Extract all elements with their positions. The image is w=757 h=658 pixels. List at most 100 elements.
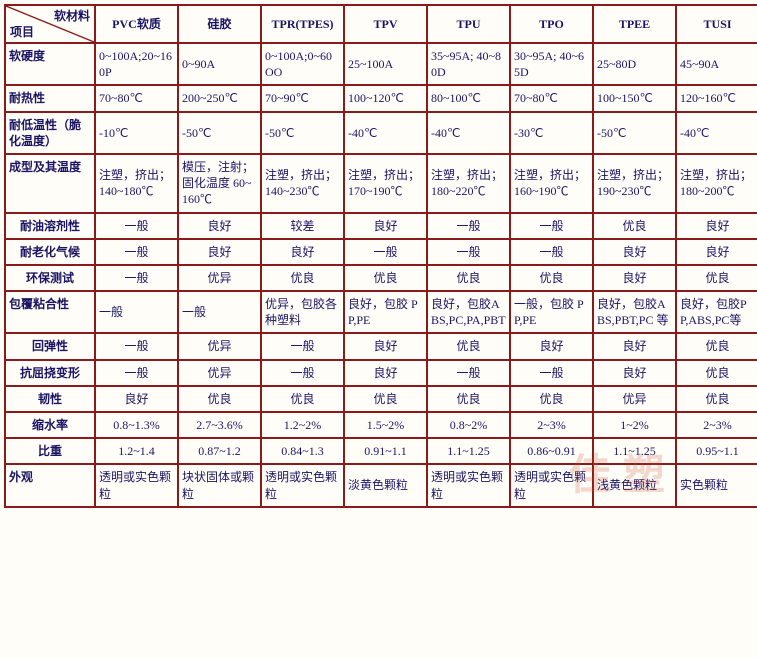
cell: 70~90℃ xyxy=(261,85,344,111)
cell: 注塑，挤出； 180~200℃ xyxy=(676,154,757,213)
table-row: 耐低温性（脆化温度）-10℃-50℃-50℃-40℃-40℃-30℃-50℃-4… xyxy=(5,112,757,154)
table-row: 韧性良好优良优良优良优良优良优异优良 xyxy=(5,386,757,412)
cell: 2~3% xyxy=(676,412,757,438)
cell: 0.8~2% xyxy=(427,412,510,438)
cell: 200~250℃ xyxy=(178,85,261,111)
cell: 优良 xyxy=(344,386,427,412)
cell: 1.2~2% xyxy=(261,412,344,438)
row-label: 回弹性 xyxy=(5,333,95,359)
cell: 优良 xyxy=(261,386,344,412)
table-row: 耐老化气候一般良好良好一般一般一般良好良好 xyxy=(5,239,757,265)
cell: 实色颗粒 xyxy=(676,464,757,506)
cell: 25~100A xyxy=(344,43,427,85)
cell: 一般 xyxy=(510,239,593,265)
cell: 70~80℃ xyxy=(95,85,178,111)
cell: 良好，包胶ABS,PC,PA,PBT xyxy=(427,291,510,333)
cell: 优良 xyxy=(676,265,757,291)
cell: 0~100A;20~160P xyxy=(95,43,178,85)
cell: -40℃ xyxy=(427,112,510,154)
cell: 良好 xyxy=(178,239,261,265)
cell: 100~120℃ xyxy=(344,85,427,111)
cell: 优异，包胶各种塑料 xyxy=(261,291,344,333)
cell: 优良 xyxy=(344,265,427,291)
col-silicone: 硅胶 xyxy=(178,5,261,43)
cell: 一般 xyxy=(95,265,178,291)
cell: 一般 xyxy=(510,360,593,386)
cell: 优良 xyxy=(510,265,593,291)
cell: 0.8~1.3% xyxy=(95,412,178,438)
cell: 优良 xyxy=(427,386,510,412)
table-row: 包覆粘合性一般一般优异，包胶各种塑料良好，包胶 PP,PE良好，包胶ABS,PC… xyxy=(5,291,757,333)
table-row: 耐热性70~80℃200~250℃70~90℃100~120℃80~100℃70… xyxy=(5,85,757,111)
cell: 25~80D xyxy=(593,43,676,85)
table-row: 比重1.2~1.40.87~1.20.84~1.30.91~1.11.1~1.2… xyxy=(5,438,757,464)
cell: 透明或实色颗粒 xyxy=(427,464,510,506)
cell: 0.91~1.1 xyxy=(344,438,427,464)
row-label: 抗屈挠变形 xyxy=(5,360,95,386)
cell: 良好 xyxy=(510,333,593,359)
table-row: 环保测试一般优异优良优良优良优良良好优良 xyxy=(5,265,757,291)
cell: 良好 xyxy=(261,239,344,265)
cell: 优良 xyxy=(510,386,593,412)
cell: 120~160℃ xyxy=(676,85,757,111)
table-row: 软硬度0~100A;20~160P0~90A0~100A;0~60OO25~10… xyxy=(5,43,757,85)
cell: 一般 xyxy=(427,360,510,386)
cell: 一般 xyxy=(95,360,178,386)
cell: 一般 xyxy=(261,360,344,386)
cell: 2~3% xyxy=(510,412,593,438)
header-row: 软材料 项目 PVC软质 硅胶 TPR(TPES) TPV TPU TPO TP… xyxy=(5,5,757,43)
col-tpv: TPV xyxy=(344,5,427,43)
cell: 良好 xyxy=(593,360,676,386)
cell: 块状固体或颗粒 xyxy=(178,464,261,506)
cell: 优异 xyxy=(178,333,261,359)
cell: 45~90A xyxy=(676,43,757,85)
cell: 透明或实色颗粒 xyxy=(510,464,593,506)
cell: 良好 xyxy=(676,239,757,265)
cell: 1.5~2% xyxy=(344,412,427,438)
cell: 良好 xyxy=(344,333,427,359)
table-row: 缩水率0.8~1.3%2.7~3.6%1.2~2%1.5~2%0.8~2%2~3… xyxy=(5,412,757,438)
row-label: 环保测试 xyxy=(5,265,95,291)
cell: 优良 xyxy=(178,386,261,412)
cell: 2.7~3.6% xyxy=(178,412,261,438)
row-label: 包覆粘合性 xyxy=(5,291,95,333)
cell: 一般 xyxy=(95,333,178,359)
cell: -40℃ xyxy=(676,112,757,154)
cell: 淡黄色颗粒 xyxy=(344,464,427,506)
cell: 一般 xyxy=(344,239,427,265)
cell: 一般 xyxy=(510,213,593,239)
cell: 优异 xyxy=(593,386,676,412)
col-tpo: TPO xyxy=(510,5,593,43)
cell: 注塑，挤出； 190~230℃ xyxy=(593,154,676,213)
cell: 注塑，挤出； 160~190℃ xyxy=(510,154,593,213)
col-tpu: TPU xyxy=(427,5,510,43)
table-row: 成型及其温度注塑，挤出； 140~180℃模压，注射；固化温度 60~160℃注… xyxy=(5,154,757,213)
cell: 35~95A; 40~80D xyxy=(427,43,510,85)
table-row: 抗屈挠变形一般优异一般良好一般一般良好优良 xyxy=(5,360,757,386)
cell: -30℃ xyxy=(510,112,593,154)
col-tpee: TPEE xyxy=(593,5,676,43)
cell: 80~100℃ xyxy=(427,85,510,111)
cell: 优良 xyxy=(427,333,510,359)
cell: 1.1~1.25 xyxy=(427,438,510,464)
cell: 30~95A; 40~65D xyxy=(510,43,593,85)
diagonal-header: 软材料 项目 xyxy=(5,5,95,43)
cell: 良好，包胶PP,ABS,PC等 xyxy=(676,291,757,333)
materials-table: 软材料 项目 PVC软质 硅胶 TPR(TPES) TPV TPU TPO TP… xyxy=(4,4,757,508)
cell: 一般，包胶 PP,PE xyxy=(510,291,593,333)
cell: 0~90A xyxy=(178,43,261,85)
cell: 一般 xyxy=(95,239,178,265)
cell: -50℃ xyxy=(261,112,344,154)
cell: 优良 xyxy=(427,265,510,291)
cell: 一般 xyxy=(95,213,178,239)
cell: 优良 xyxy=(676,333,757,359)
cell: 良好 xyxy=(593,333,676,359)
cell: 100~150℃ xyxy=(593,85,676,111)
table-row: 外观透明或实色颗粒块状固体或颗粒透明或实色颗粒淡黄色颗粒透明或实色颗粒透明或实色… xyxy=(5,464,757,506)
row-label: 缩水率 xyxy=(5,412,95,438)
row-label: 耐低温性（脆化温度） xyxy=(5,112,95,154)
cell: -50℃ xyxy=(178,112,261,154)
cell: 注塑，挤出； 140~180℃ xyxy=(95,154,178,213)
row-label: 成型及其温度 xyxy=(5,154,95,213)
header-bottom-label: 项目 xyxy=(10,24,34,40)
